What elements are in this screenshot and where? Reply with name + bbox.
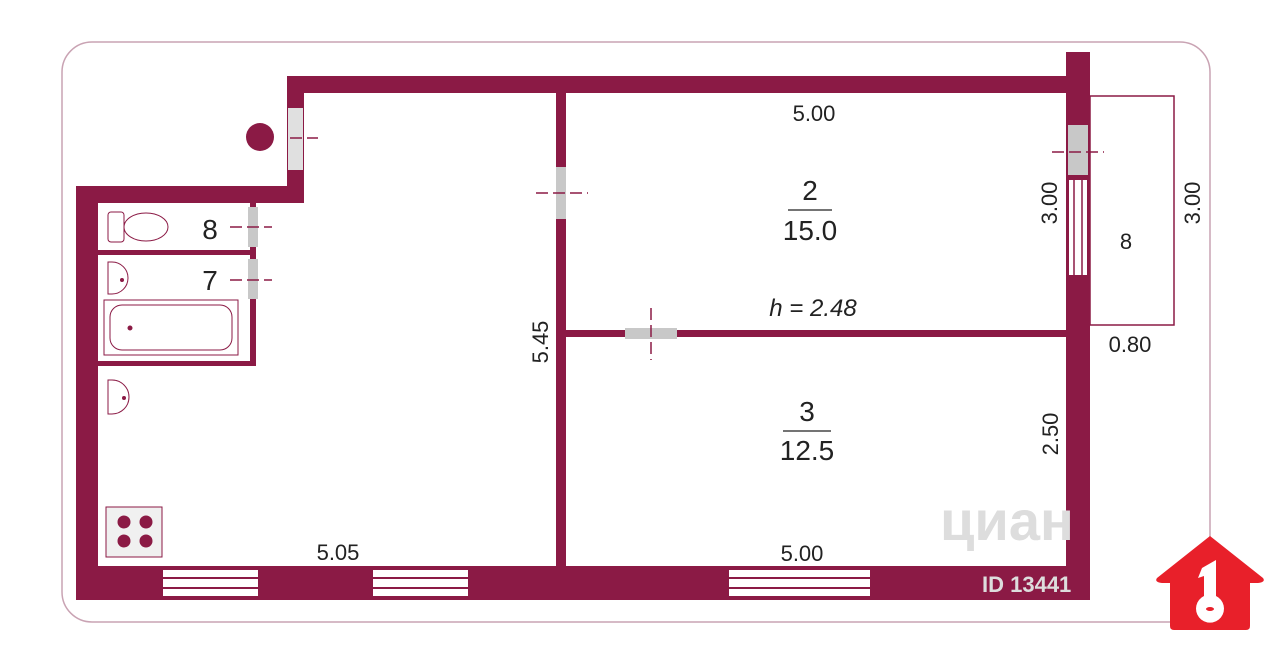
door-markers xyxy=(230,137,1104,360)
dim-room2-depth: 3.00 xyxy=(1037,182,1062,225)
partition-horizontal xyxy=(566,330,1066,337)
window xyxy=(729,570,870,596)
dim-balcony-width: 0.80 xyxy=(1109,332,1152,357)
riser-icon xyxy=(246,123,274,151)
room-2-area: 15.0 xyxy=(783,215,838,246)
wall-top xyxy=(287,76,1090,93)
doors xyxy=(248,108,1088,339)
wall-step xyxy=(76,186,304,203)
room-3-area: 12.5 xyxy=(780,435,835,466)
bath-wall-bottom xyxy=(98,361,256,366)
house-key-icon xyxy=(1156,536,1264,630)
dim-room3-width: 5.00 xyxy=(781,541,824,566)
bath-label: 7 xyxy=(202,265,218,296)
fixtures xyxy=(103,211,239,558)
balcony-label: 8 xyxy=(1120,229,1132,254)
door-balcony xyxy=(1068,125,1088,175)
sink-icon xyxy=(107,261,129,295)
bath-wall-top xyxy=(98,250,256,255)
balcony-door xyxy=(1069,180,1087,275)
ceiling-height: h = 2.48 xyxy=(769,295,857,322)
dim-room3-depth: 2.50 xyxy=(1038,413,1063,456)
balcony-outline xyxy=(1089,95,1175,326)
bathtub-icon xyxy=(103,299,239,356)
partition-vertical xyxy=(556,93,566,566)
room-3-number: 3 xyxy=(799,396,815,427)
dim-room2-width: 5.00 xyxy=(793,101,836,126)
room-2-number: 2 xyxy=(802,175,818,206)
dim-kitchen-width: 5.05 xyxy=(317,540,360,565)
watermark-cian: циан xyxy=(940,489,1074,552)
entrance-door xyxy=(288,108,303,170)
windows xyxy=(163,180,1087,596)
plan-border xyxy=(61,41,1211,623)
toilet-label: 8 xyxy=(202,214,218,245)
watermark-listing-id: ID 13441 xyxy=(982,572,1071,597)
door-bath xyxy=(248,259,258,299)
stove-icon xyxy=(105,506,163,558)
dim-kitchen-depth: 5.45 xyxy=(528,321,553,364)
dim-balcony-length: 3.00 xyxy=(1180,182,1205,225)
wall-left xyxy=(76,186,98,600)
window xyxy=(373,570,468,596)
window xyxy=(163,570,258,596)
kitchen-sink-icon xyxy=(107,379,130,415)
toilet-icon xyxy=(107,211,169,243)
